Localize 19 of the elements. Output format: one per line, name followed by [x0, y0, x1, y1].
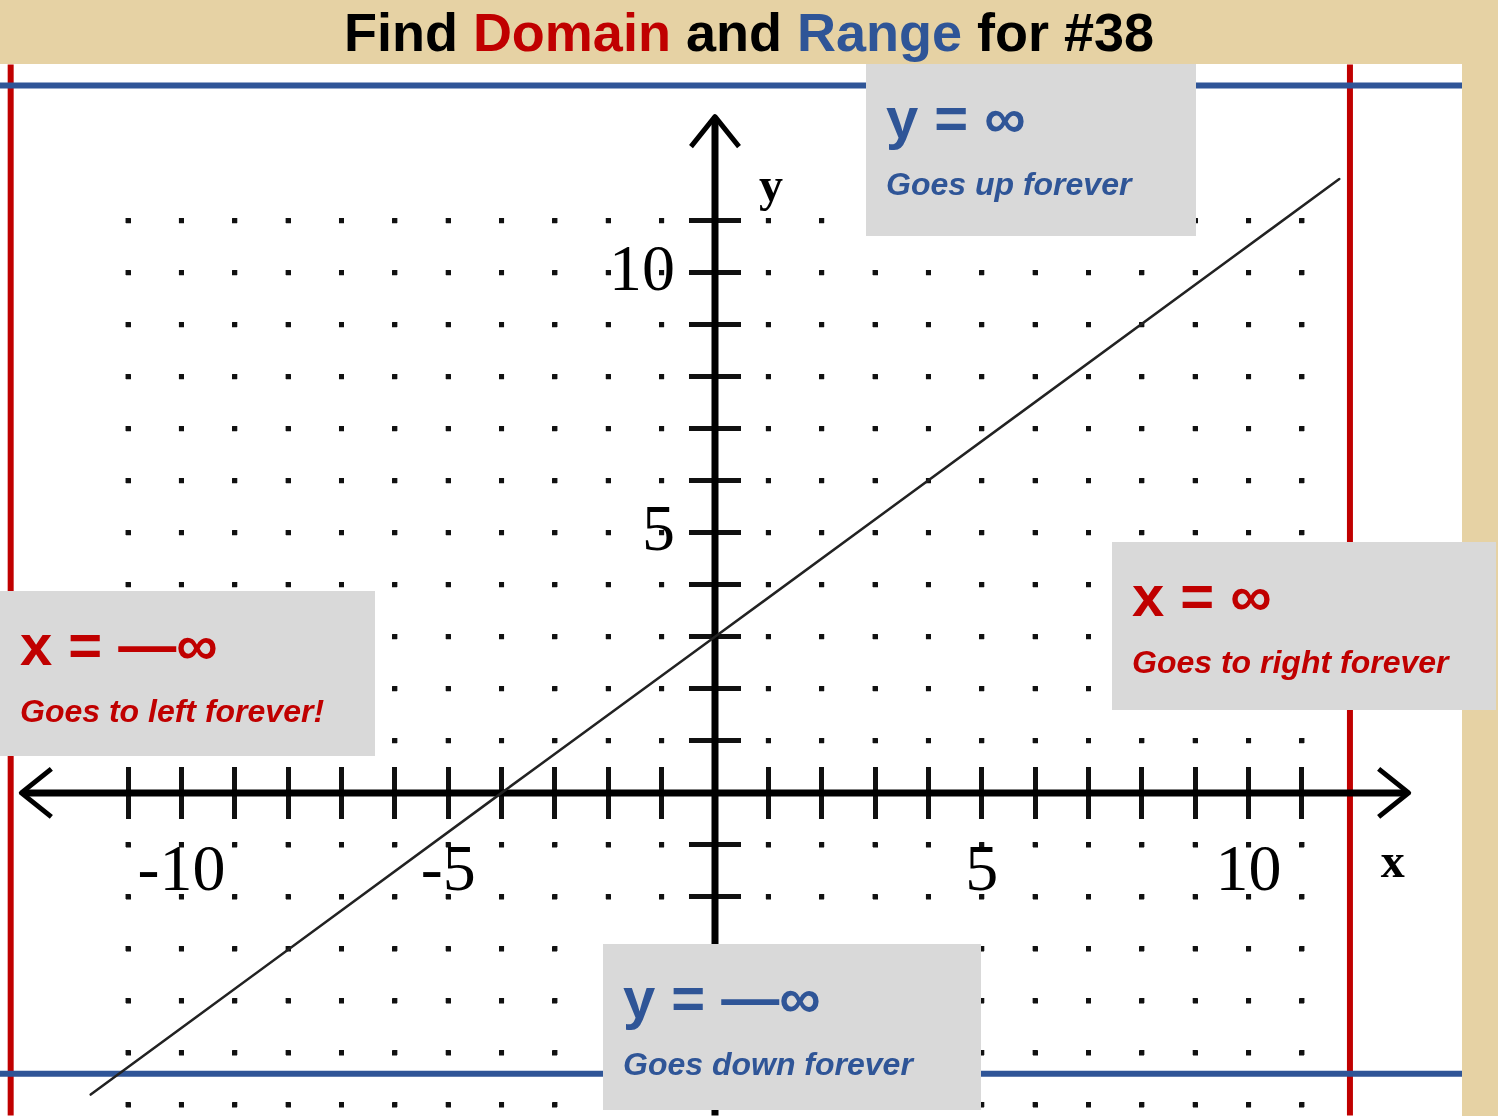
callout-box: y = ∞ Goes up forever: [866, 64, 1196, 236]
annotation: Goes up forever: [886, 165, 1132, 204]
x-axis-title: x: [1380, 834, 1405, 888]
chart-title: Find Domain and Range for #38: [343, 2, 1155, 62]
annotation: y = ∞: [886, 84, 1026, 152]
x-tick-label: -5: [420, 830, 476, 904]
x-tick-label: 10: [1215, 830, 1282, 904]
x-tick-label: -10: [137, 830, 226, 904]
callout-box: y = —∞ Goes down forever: [603, 944, 981, 1110]
callout-box: x = ∞ Goes to right forever: [1112, 542, 1496, 710]
callout-box: x = —∞ Goes to left forever!: [0, 591, 375, 756]
annotation: y = —∞: [623, 964, 821, 1032]
annotation: Goes down forever: [623, 1045, 913, 1084]
annotation: Goes to right forever: [1132, 643, 1449, 682]
x-tick-label: 5: [965, 830, 999, 904]
y-axis-title: y: [758, 158, 783, 212]
annotation: x = ∞: [1132, 562, 1272, 630]
annotation: Goes to left forever!: [20, 692, 325, 731]
annotation: x = —∞: [20, 611, 218, 679]
